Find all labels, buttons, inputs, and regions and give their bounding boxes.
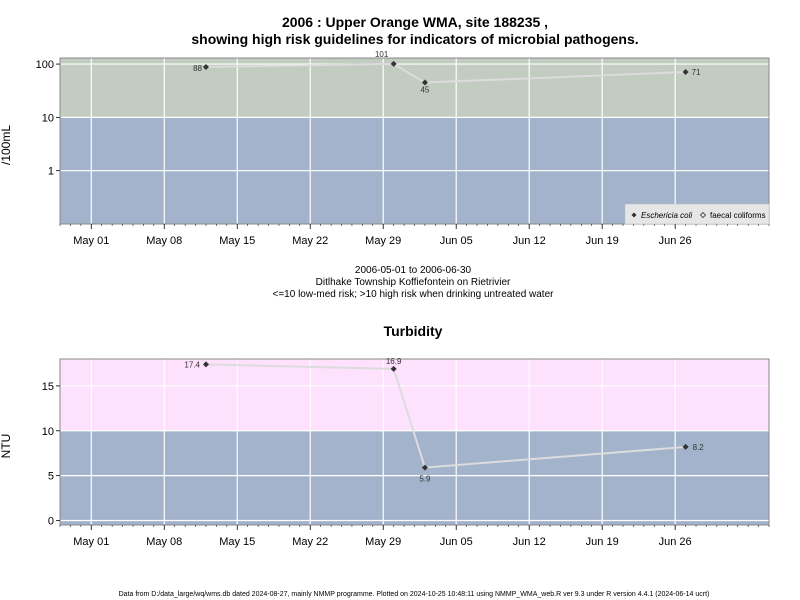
data-point	[202, 361, 209, 368]
caption-risk: <=10 low-med risk; >10 high risk when dr…	[273, 289, 555, 300]
turbidity-chart: 0 5 10 15 May 01 May 08 May 15 May 22 May 29 Jun…	[0, 357, 770, 548]
data-label: 17.4	[184, 360, 200, 369]
series-line	[205, 62, 686, 84]
data-label: 45	[420, 86, 429, 95]
legend-box	[624, 203, 770, 225]
data-label: 101	[375, 50, 389, 59]
data-point	[390, 365, 397, 372]
grid	[60, 359, 769, 525]
data-point	[202, 64, 209, 71]
caption-dates: 2006-05-01 to 2006-06-30	[355, 265, 472, 276]
y-axis: 0 5 10 15	[42, 381, 60, 528]
legend: Eschericia coli faecal coliforms	[624, 203, 770, 225]
legend-entry-ecoli: Eschericia coli	[641, 211, 692, 220]
x-tick-label: May 08	[146, 235, 182, 247]
x-tick-label: Jun 26	[659, 536, 692, 548]
high-risk-band	[60, 359, 769, 431]
caption-site: Ditlhake Township Koffiefontein on Rietr…	[316, 277, 511, 288]
series: 88 101 45 71	[193, 50, 701, 95]
x-tick-label: May 29	[365, 536, 401, 548]
y-axis-label: NTU	[0, 434, 13, 459]
x-tick-label: Jun 19	[586, 235, 619, 247]
y-axis: 1 10 100	[36, 59, 60, 178]
x-tick-label: May 15	[219, 235, 255, 247]
legend-marker-filled-diamond	[631, 212, 637, 218]
figure-title-line1: 2006 : Upper Orange WMA, site 188235 ,	[282, 14, 548, 30]
y-axis-label: /100mL	[0, 125, 13, 165]
high-risk-band	[60, 58, 769, 118]
x-tick-label: May 01	[73, 536, 109, 548]
x-tick-label: May 22	[292, 235, 328, 247]
data-label: 71	[692, 68, 701, 77]
x-tick-label: Jun 12	[513, 536, 546, 548]
data-label: 8.2	[693, 443, 705, 452]
figure-title-line2: showing high risk guidelines for indicat…	[191, 31, 638, 47]
x-tick-label: May 08	[146, 536, 182, 548]
data-point	[682, 443, 689, 450]
data-label: 16.9	[386, 357, 402, 366]
x-tick-label: May 01	[73, 235, 109, 247]
legend-marker-open-diamond	[699, 211, 707, 219]
y-tick-label: 10	[42, 426, 54, 438]
x-tick-label: Jun 26	[659, 235, 692, 247]
y-tick-label: 15	[42, 381, 54, 393]
x-axis: May 01 May 08 May 15 May 22 May 29 Jun 05 Jun …	[59, 224, 770, 247]
x-tick-label: Jun 19	[586, 536, 619, 548]
y-tick-label: 1	[48, 166, 54, 178]
x-tick-label: Jun 05	[440, 235, 473, 247]
data-point	[682, 69, 689, 76]
turbidity-title: Turbidity	[384, 323, 443, 339]
data-label: 5.9	[419, 475, 431, 484]
legend-entry-faecal-coliforms: faecal coliforms	[710, 211, 766, 220]
series: 17.4 16.9 5.9 8.2	[184, 357, 704, 484]
y-tick-label: 5	[48, 471, 54, 483]
microbial-chart: 1 10 100 May 01 May 08 May 15 May 22 May 29 Jun…	[0, 50, 770, 247]
data-point	[421, 79, 428, 86]
x-tick-label: Jun 05	[440, 536, 473, 548]
x-tick-label: May 29	[365, 235, 401, 247]
series-line	[205, 363, 686, 469]
x-tick-label: May 22	[292, 536, 328, 548]
grid	[60, 58, 769, 224]
x-axis: May 01 May 08 May 15 May 22 May 29 Jun 05 Jun …	[59, 525, 770, 548]
y-tick-label: 100	[36, 59, 54, 71]
data-label: 88	[193, 64, 202, 73]
data-point	[390, 60, 397, 67]
y-tick-label: 10	[42, 112, 54, 124]
y-tick-label: 0	[48, 516, 54, 528]
data-point	[421, 464, 428, 471]
footer-note: Data from D:/data_large/wq/wms.db dated …	[119, 591, 710, 598]
low-risk-band	[60, 430, 769, 525]
x-tick-label: Jun 12	[513, 235, 546, 247]
x-tick-label: May 15	[219, 536, 255, 548]
